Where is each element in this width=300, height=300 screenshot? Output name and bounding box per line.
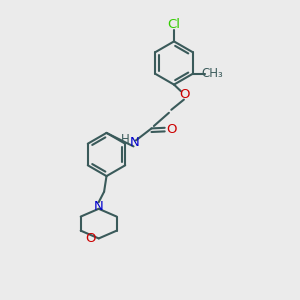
Text: Cl: Cl xyxy=(167,18,181,32)
Text: O: O xyxy=(179,88,190,101)
Text: CH₃: CH₃ xyxy=(201,67,223,80)
Text: O: O xyxy=(85,232,95,245)
Text: N: N xyxy=(94,200,104,213)
Text: O: O xyxy=(166,123,177,136)
Text: H: H xyxy=(121,133,130,146)
Text: N: N xyxy=(130,136,139,149)
